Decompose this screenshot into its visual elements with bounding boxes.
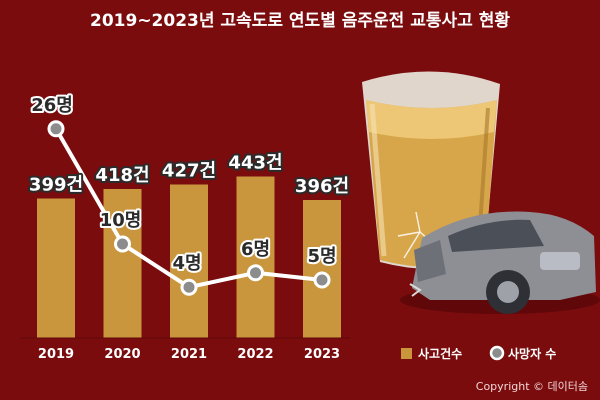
copyright: Copyright © 데이터솜	[476, 380, 588, 393]
point-2023	[313, 271, 331, 289]
crashed-car-illustration	[400, 211, 600, 314]
x-axis-ticks: 2019 2020 2021 2022 2023	[38, 347, 340, 362]
point-2021	[180, 278, 198, 296]
bar-2021	[170, 184, 208, 338]
line-layer	[20, 120, 350, 339]
bar-label-2020: 418건	[95, 165, 149, 186]
bar-2023	[303, 200, 341, 338]
x-tick-2019: 2019	[38, 347, 74, 362]
legend-label-line: 사망자 수	[508, 346, 556, 361]
labels-layer: 399건 418건 427건 443건 396건 26명 10명 4명 6명 5명	[27, 93, 351, 276]
legend-swatch-bar	[401, 348, 412, 359]
bar-label-2019: 399건	[29, 175, 83, 196]
point-2022	[247, 264, 264, 282]
legend-marker-line	[489, 345, 505, 361]
bar-2022	[236, 176, 275, 338]
point-label-2021: 4명	[172, 253, 201, 274]
x-tick-2021: 2021	[171, 347, 207, 362]
bar-label-2023: 396건	[295, 176, 349, 197]
point-2020	[114, 235, 131, 253]
point-label-2020: 10명	[100, 210, 142, 231]
legend-label-bar: 사고건수	[418, 346, 462, 361]
point-label-2022: 6명	[241, 239, 270, 260]
chart-title: 2019~2023년 고속도로 연도별 음주운전 교통사고 현황	[90, 11, 510, 31]
x-tick-2020: 2020	[104, 347, 140, 362]
point-2019	[47, 120, 65, 138]
bar-label-2021: 427건	[162, 161, 216, 182]
x-tick-2023: 2023	[304, 347, 340, 362]
bar-2020	[103, 189, 142, 338]
x-tick-2022: 2022	[237, 347, 273, 362]
legend: 사고건수 사망자 수	[401, 345, 556, 361]
point-label-2019: 26명	[31, 95, 73, 116]
bars-layer	[37, 176, 341, 338]
point-label-2023: 5명	[307, 246, 336, 267]
bar-2019	[37, 198, 75, 338]
bar-label-2022: 443건	[228, 153, 282, 174]
